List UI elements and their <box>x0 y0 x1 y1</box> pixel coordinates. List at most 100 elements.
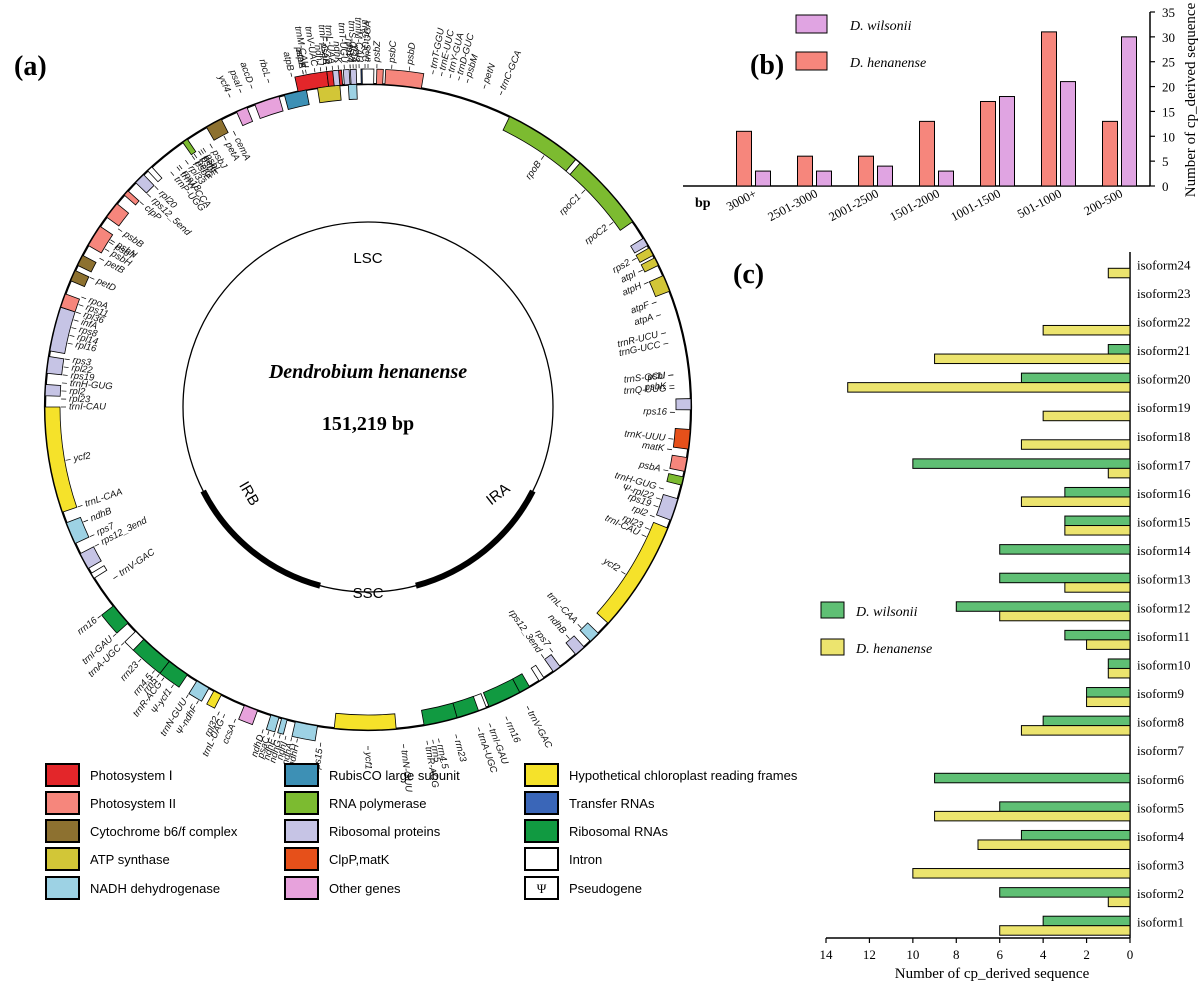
gene-label-rpl14: rpl14 <box>76 332 99 348</box>
gene-tick <box>209 143 213 149</box>
bar-c-d-henanense-isoform20 <box>847 382 1131 393</box>
y-tick-label-c-isoform9: isoform9 <box>1137 686 1184 701</box>
gene-tick <box>441 72 443 77</box>
inner-region-circle <box>182 221 554 593</box>
gene-label-psab: psaB <box>318 41 332 65</box>
y-tick-label-b: 0 <box>1162 179 1169 194</box>
y-tick-label-b: 10 <box>1162 129 1175 144</box>
gene-tick <box>89 534 95 538</box>
bar-c-d-henanense-isoform17 <box>1107 467 1131 479</box>
gene-tick <box>261 729 264 734</box>
legend-swatch-ribosomal-proteins <box>284 819 319 843</box>
gene-tick <box>154 185 159 191</box>
gene-tick <box>449 74 452 79</box>
gene-block <box>635 247 654 263</box>
gene-block <box>65 516 90 545</box>
gene-label-rpl2: rpl2 <box>69 386 86 398</box>
gene-tick <box>549 647 554 653</box>
gene-label-rps14: rps14 <box>343 38 355 62</box>
bar-c-d-henanense-isoform9 <box>1086 696 1131 708</box>
gene-block <box>283 89 310 110</box>
y-tick-label-b: 30 <box>1162 30 1175 45</box>
gene-block <box>579 622 599 642</box>
y-tick-label-c-isoform11: isoform11 <box>1137 629 1190 644</box>
y-tick-label-c-isoform16: isoform16 <box>1137 486 1191 501</box>
gene-label-ndhi: ndhI <box>275 740 290 761</box>
gene-tick <box>239 88 242 93</box>
legend-swatch-intron <box>524 847 559 871</box>
bar-b-d-henanense-2501-3000 <box>797 155 813 187</box>
x-tick-label-b-2001-2500: 2001-2500 <box>827 186 881 224</box>
legend-swatch-rubisco-large-subunit <box>284 763 319 787</box>
bar-c-d-wilsonii-isoform5 <box>999 801 1131 812</box>
bar-c-d-wilsonii-isoform8 <box>1042 715 1131 727</box>
bar-c-d-wilsonii-isoform2 <box>999 887 1131 898</box>
gene-block <box>347 83 358 100</box>
legend-label-clpp-matk: ClpP,matK <box>329 852 390 867</box>
legend-swatch-atp-synthase <box>45 847 80 871</box>
bar-b-d-henanense-2001-2500 <box>858 155 874 187</box>
gene-label-ycf1: ycf1 <box>362 751 373 769</box>
species-name: Dendrobium henanense <box>268 361 467 383</box>
gene-tick <box>577 623 582 629</box>
legend-label-pseudogene: Pseudogene <box>569 881 642 896</box>
gene-label-rpl16: rpl16 <box>74 339 98 354</box>
bar-b-d-wilsonii-1001-1500 <box>999 96 1015 187</box>
gene-tick <box>73 319 79 322</box>
x-tick-label-b-1001-1500: 1001-1500 <box>949 186 1003 224</box>
gene-label-rps19: rps19 <box>70 370 95 383</box>
gene-tick <box>432 70 434 75</box>
legend-label-transfer-rnas: Transfer RNAs <box>569 796 655 811</box>
gene-tick <box>668 374 674 376</box>
x-tick-label-c: 8 <box>953 947 960 962</box>
bar-c-d-henanense-isoform2 <box>1107 896 1131 908</box>
legend-label-photosystem-ii: Photosystem II <box>90 796 176 811</box>
gene-tick <box>196 700 199 705</box>
chart-b: 0 5 10 15 20 25 30 35 Number of cp_derived seque… <box>683 2 1199 224</box>
gene-tick <box>426 740 428 745</box>
x-tick-label-b-1501-2000: 1501-2000 <box>888 186 942 224</box>
bar-b-d-wilsonii-200-500 <box>1121 36 1137 187</box>
y-tick-label-c-isoform17: isoform17 <box>1137 457 1191 472</box>
bar-c-d-henanense-isoform18 <box>1020 439 1131 450</box>
x-tick-label-c: 4 <box>1040 947 1047 962</box>
gene-tick <box>267 78 270 83</box>
legend-swatch-clpp-matk <box>284 847 319 871</box>
y-tick-label-c-isoform2: isoform2 <box>1137 886 1184 901</box>
legend-label-hypothetical-chloroplast-reading-frames: Hypothetical chloroplast reading frames <box>569 768 798 783</box>
region-label-ira: IRA <box>483 480 513 509</box>
gene-label-ycf3: ycf3 <box>350 44 362 64</box>
y-tick-label-c-isoform21: isoform21 <box>1137 343 1190 358</box>
gene-block <box>332 69 341 87</box>
gene-tick <box>228 93 231 98</box>
gene-label-rpl23: rpl23 <box>69 394 91 406</box>
bar-c-d-wilsonii-isoform12 <box>955 601 1131 612</box>
y-tick-label-c-isoform8: isoform8 <box>1137 715 1184 730</box>
gene-block <box>254 96 284 120</box>
gene-label-rps8: rps8 <box>78 324 99 340</box>
y-tick-label-c-isoform10: isoform10 <box>1137 657 1190 672</box>
gene-tick <box>113 575 118 579</box>
gene-block <box>124 630 145 651</box>
gene-tick <box>655 497 661 500</box>
gene-tick <box>193 153 198 159</box>
gene-tick <box>660 332 666 335</box>
gene-tick <box>438 738 440 743</box>
x-axis-title-b: bp <box>695 196 711 211</box>
y-tick-label-c-isoform18: isoform18 <box>1137 429 1190 444</box>
bar-c-d-wilsonii-isoform6 <box>934 772 1131 784</box>
bar-b-d-wilsonii-501-1000 <box>1060 81 1076 187</box>
gene-block <box>482 678 521 708</box>
gene-block <box>87 225 114 254</box>
gene-tick <box>217 711 220 716</box>
x-tick-label-c: 0 <box>1127 947 1134 962</box>
bar-b-d-henanense-501-1000 <box>1041 31 1057 187</box>
gene-block <box>101 605 129 634</box>
gene-label-rrn23: rrn23 <box>118 659 141 683</box>
gene-label-infa: infA <box>80 317 99 332</box>
y-tick-label-c-isoform6: isoform6 <box>1137 772 1184 787</box>
x-axis-title-c: Number of cp_derived sequence <box>895 966 1090 982</box>
y-axis-title-b: Number of cp_derived sequence <box>1183 2 1199 197</box>
gene-block <box>317 84 342 104</box>
gene-tick <box>638 269 643 273</box>
